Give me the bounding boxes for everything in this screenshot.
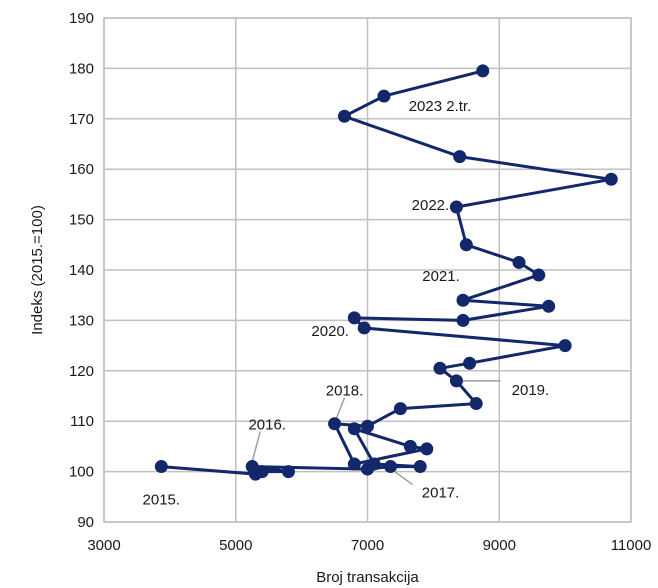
data-point bbox=[347, 422, 361, 436]
y-tick-label: 170 bbox=[69, 111, 94, 128]
annotation-callout bbox=[394, 470, 413, 486]
data-point bbox=[377, 89, 391, 103]
annotation-label: 2015. bbox=[143, 492, 181, 509]
data-point bbox=[281, 465, 295, 479]
data-point bbox=[328, 417, 342, 431]
y-tick-label: 100 bbox=[69, 464, 94, 481]
annotation-label: 2017. bbox=[422, 485, 460, 502]
annotation-label: 2019. bbox=[512, 382, 550, 399]
data-point bbox=[459, 238, 473, 252]
data-point bbox=[347, 457, 361, 471]
data-point bbox=[532, 268, 546, 282]
annotation-label: 2016. bbox=[248, 417, 286, 434]
y-tick-label: 130 bbox=[69, 312, 94, 329]
y-tick-label: 180 bbox=[69, 60, 94, 77]
annotation-label: 2023 2.tr. bbox=[409, 98, 472, 115]
data-point bbox=[357, 321, 371, 335]
y-tick-label: 150 bbox=[69, 212, 94, 229]
y-tick-label: 110 bbox=[70, 413, 94, 430]
x-tick-label: 7000 bbox=[351, 537, 384, 554]
data-point bbox=[449, 374, 463, 388]
data-point bbox=[433, 361, 447, 375]
data-point bbox=[245, 460, 259, 474]
y-tick-label: 160 bbox=[69, 161, 94, 178]
x-tick-label: 5000 bbox=[219, 537, 252, 554]
data-point bbox=[255, 465, 269, 479]
data-point bbox=[337, 109, 351, 123]
annotation-label: 2022. bbox=[412, 197, 450, 214]
data-point bbox=[512, 255, 526, 269]
data-point bbox=[558, 339, 572, 353]
annotation-label: 2020. bbox=[311, 323, 349, 340]
data-point bbox=[463, 356, 477, 370]
annotation-label: 2021. bbox=[422, 268, 460, 285]
data-point bbox=[384, 460, 398, 474]
plot-border bbox=[103, 17, 632, 523]
data-point bbox=[403, 439, 417, 453]
annotations: 2015. 2016. 2017. 2018. 2019. 2020. 2021. 2022.… bbox=[143, 98, 550, 508]
annotation-callout bbox=[251, 431, 261, 462]
data-point bbox=[154, 460, 168, 474]
y-tick-label: 90 bbox=[77, 514, 94, 531]
data-point bbox=[542, 299, 556, 313]
x-tick-label: 3000 bbox=[87, 537, 120, 554]
data-point bbox=[413, 460, 427, 474]
data-point bbox=[469, 397, 483, 411]
y-axis-title: Indeks (2015.=100) bbox=[29, 205, 46, 335]
grid bbox=[103, 17, 632, 523]
data-point bbox=[347, 311, 361, 325]
x-tick-label: 9000 bbox=[483, 537, 516, 554]
data-point bbox=[367, 457, 381, 471]
data-point bbox=[393, 402, 407, 416]
data-point bbox=[476, 64, 490, 78]
data-point bbox=[453, 150, 467, 164]
data-point bbox=[420, 442, 434, 456]
data-point bbox=[449, 200, 463, 214]
x-tick-label: 11000 bbox=[611, 537, 652, 554]
annotation-label: 2018. bbox=[326, 383, 364, 400]
y-tick-label: 120 bbox=[69, 363, 94, 380]
data-point bbox=[456, 293, 470, 307]
series bbox=[154, 64, 618, 481]
data-point bbox=[456, 313, 470, 327]
y-tick-label: 190 bbox=[69, 10, 94, 27]
x-axis-title: Broj transakcija bbox=[316, 569, 419, 586]
data-point bbox=[361, 419, 374, 433]
data-point bbox=[604, 172, 618, 186]
annotation-callout bbox=[335, 397, 346, 418]
tick-labels: 90 100 110 120 130 140 150 160 170 180 190 3000 5000… bbox=[69, 10, 651, 554]
y-tick-label: 140 bbox=[69, 262, 94, 279]
